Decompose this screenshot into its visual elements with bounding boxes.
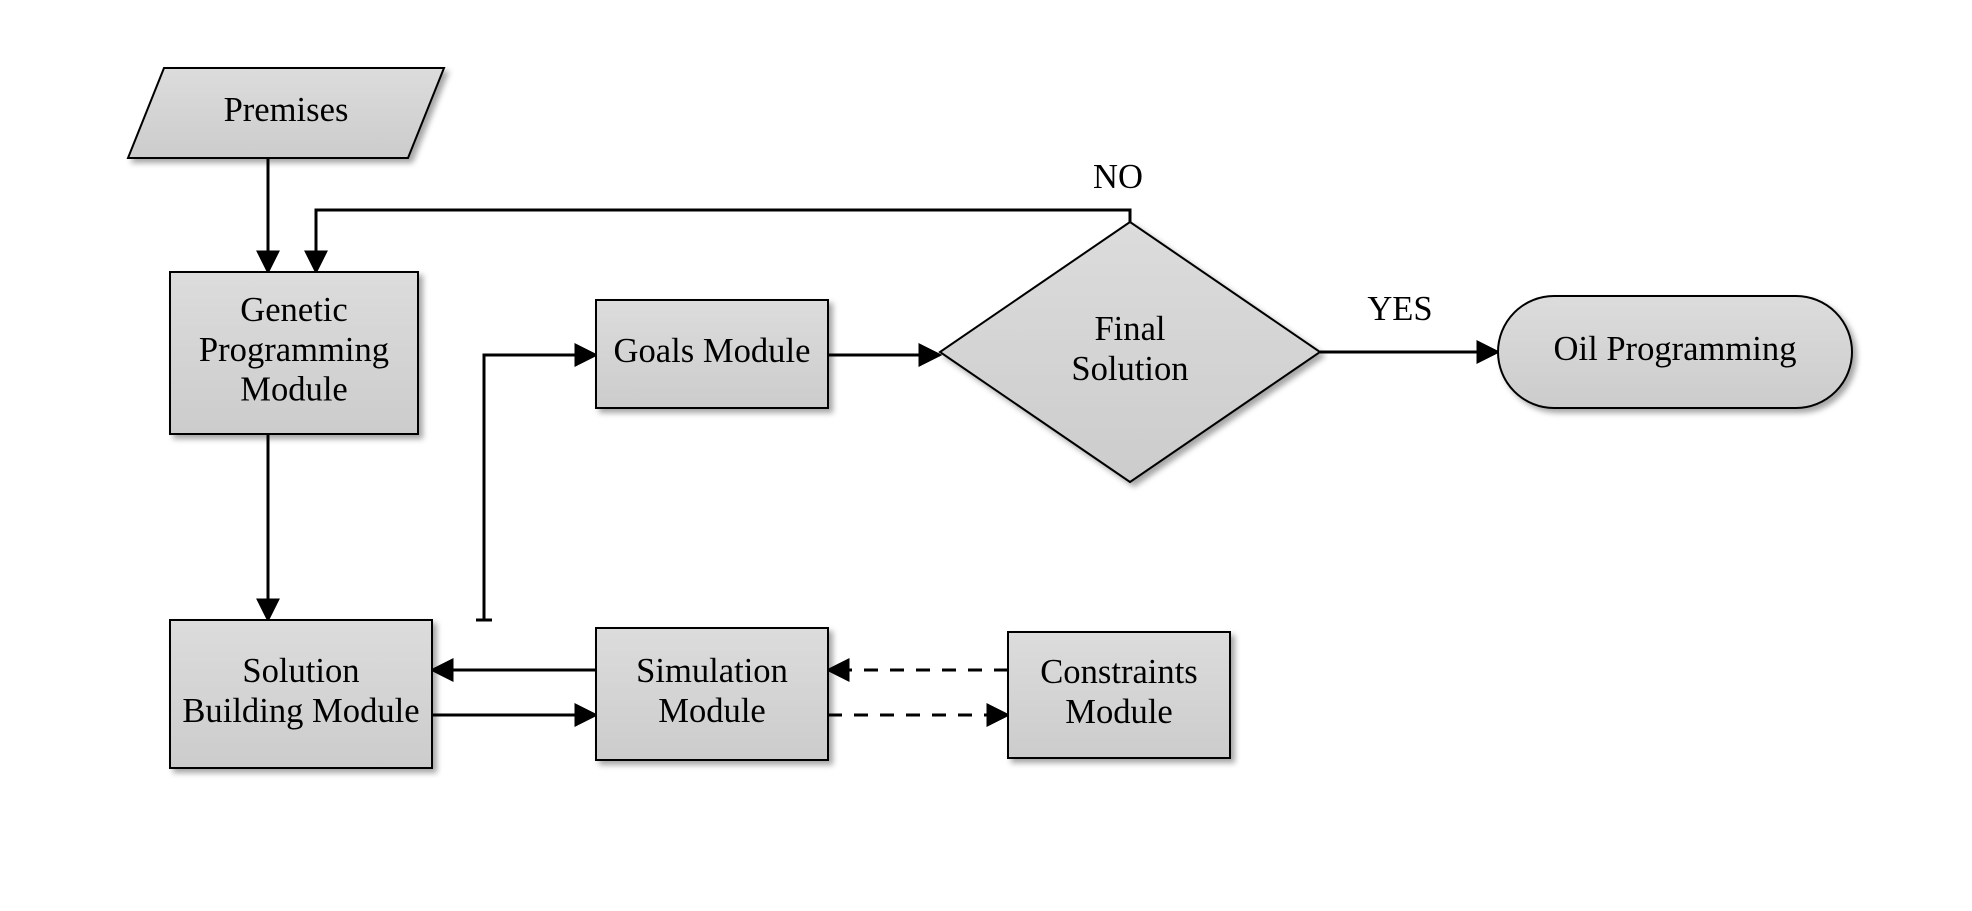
- node-label-text: Module: [240, 371, 348, 409]
- node-label-text: Solution: [242, 652, 359, 690]
- node-constraints: ConstraintsModule: [1008, 632, 1230, 758]
- nodes-group: PremisesGeneticProgrammingModuleGoals Mo…: [128, 68, 1852, 768]
- node-label-text: Oil Programming: [1554, 330, 1797, 368]
- node-label-text: Building Module: [182, 692, 419, 730]
- node-label-text: Constraints: [1040, 653, 1198, 691]
- edge-solbuild-to-goals: [484, 355, 596, 620]
- node-simulation: SimulationModule: [596, 628, 828, 760]
- node-label-text: Solution: [1071, 350, 1188, 388]
- node-label-text: Module: [1065, 693, 1173, 731]
- edge-label-decision-no-to-genetic: NO: [1093, 158, 1143, 196]
- node-label-text: Module: [658, 692, 766, 730]
- flowchart-diagram: YESNOPremisesGeneticProgrammingModuleGoa…: [0, 0, 1972, 911]
- node-oil: Oil Programming: [1498, 296, 1852, 408]
- edge-label-decision-yes-to-oil: YES: [1367, 290, 1432, 328]
- node-label-text: Programming: [199, 331, 389, 369]
- node-genetic: GeneticProgrammingModule: [170, 272, 418, 434]
- node-label-text: Premises: [224, 91, 349, 129]
- node-label-text: Genetic: [240, 291, 348, 329]
- node-label-text: Goals Module: [614, 332, 811, 370]
- edges-group: YES NO: [268, 158, 1498, 715]
- node-label-text: Final: [1094, 310, 1165, 348]
- node-solbuild: SolutionBuilding Module: [170, 620, 432, 768]
- node-goals: Goals Module: [596, 300, 828, 408]
- node-decision: FinalSolution: [940, 222, 1320, 482]
- node-label-text: Simulation: [636, 652, 788, 690]
- edge-decision-no-to-genetic: [316, 210, 1130, 272]
- node-premises: Premises: [128, 68, 444, 158]
